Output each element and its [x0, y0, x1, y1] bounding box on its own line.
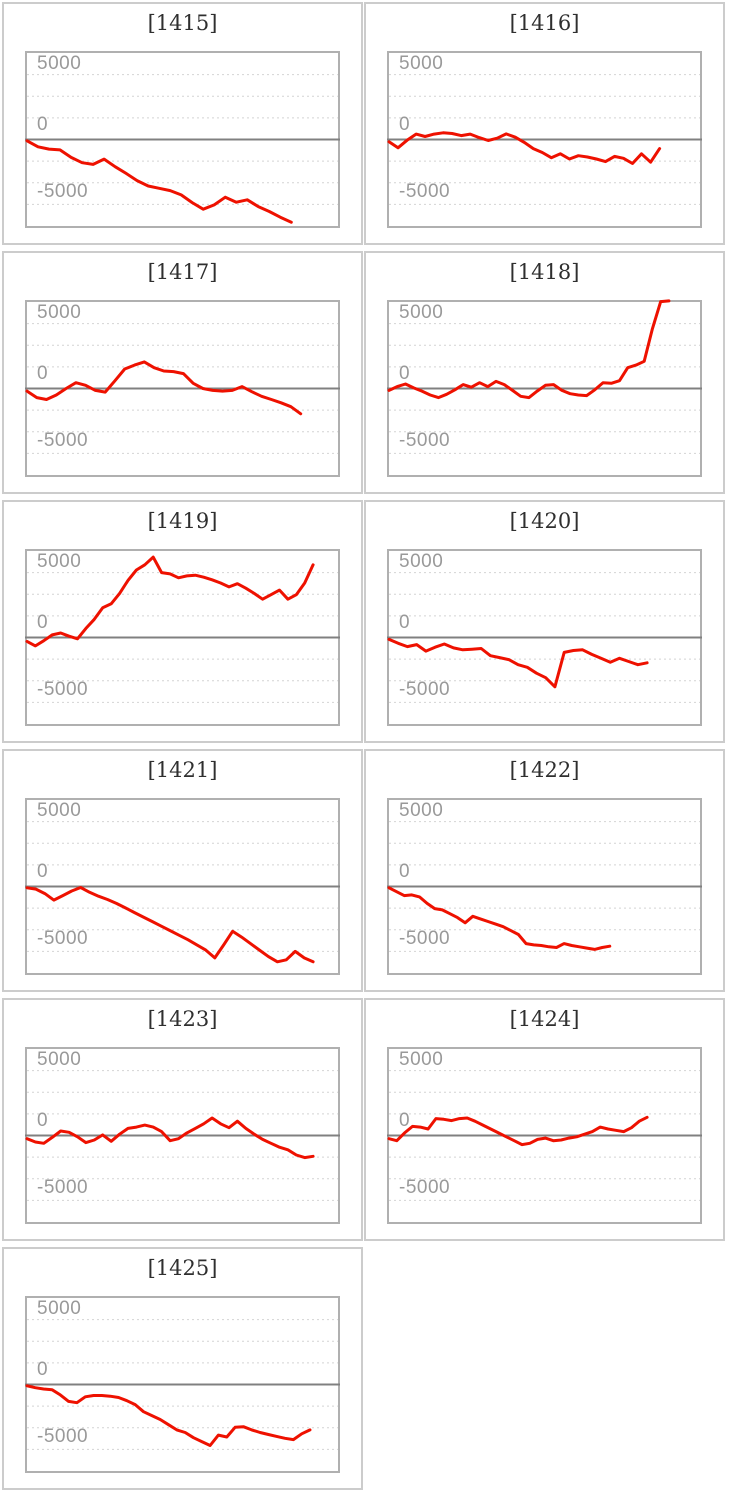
- line-chart-svg: [25, 1070, 340, 1201]
- line-chart-svg: [25, 555, 340, 703]
- chart-cell: [1419] 5000 0 -5000: [2, 500, 363, 743]
- series-line: [387, 131, 662, 165]
- y-axis-label-0: 0: [399, 1110, 411, 1131]
- y-axis-label-0: 0: [37, 861, 49, 882]
- chart-cell: [1421] 5000 0 -5000: [2, 749, 363, 992]
- chart-cell: [1422] 5000 0 -5000: [364, 749, 725, 992]
- y-axis-label-0: 0: [37, 114, 49, 135]
- y-axis-label-0: 0: [37, 612, 49, 633]
- chart-cell: [1417] 5000 0 -5000: [2, 251, 363, 494]
- series-line: [387, 299, 671, 400]
- chart-title: [1421]: [147, 758, 218, 782]
- y-axis-label-5000: 5000: [37, 53, 82, 74]
- y-axis-label-5000: 5000: [37, 1049, 82, 1070]
- series-line: [387, 637, 649, 689]
- line-chart-svg: [25, 821, 340, 964]
- y-axis-label-0: 0: [37, 1359, 49, 1380]
- series-line: [25, 1384, 312, 1447]
- series-line: [25, 360, 303, 416]
- line-chart-svg: [387, 74, 702, 205]
- chart-cell: [1418] 5000 0 -5000: [364, 251, 725, 494]
- line-chart-svg: [387, 572, 702, 703]
- chart-cell: [1424] 5000 0 -5000: [364, 998, 725, 1241]
- y-axis-label-5000: 5000: [399, 800, 444, 821]
- y-axis-label-neg5000: -5000: [37, 679, 89, 700]
- y-axis-label-neg5000: -5000: [399, 679, 451, 700]
- y-axis-label-5000: 5000: [399, 53, 444, 74]
- chart-cell: [1420] 5000 0 -5000: [364, 500, 725, 743]
- y-axis-label-neg5000: -5000: [399, 430, 451, 451]
- chart-title: [1418]: [509, 260, 580, 284]
- plot-area: 5000 0 -5000: [25, 1296, 340, 1473]
- chart-cell: [1415] 5000 0 -5000: [2, 2, 363, 245]
- line-chart-svg: [387, 821, 702, 952]
- y-axis-label-5000: 5000: [399, 302, 444, 323]
- plot-area: 5000 0 -5000: [387, 798, 702, 975]
- chart-title: [1420]: [509, 509, 580, 533]
- plot-area: 5000 0 -5000: [387, 51, 702, 228]
- y-axis-label-5000: 5000: [37, 551, 82, 572]
- y-axis-label-neg5000: -5000: [37, 430, 89, 451]
- chart-title: [1416]: [509, 11, 580, 35]
- y-axis-label-0: 0: [37, 363, 49, 384]
- chart-cell: [1416] 5000 0 -5000: [364, 2, 725, 245]
- line-chart-svg: [387, 1070, 702, 1201]
- plot-area: 5000 0 -5000: [387, 549, 702, 726]
- series-line: [387, 1115, 649, 1147]
- chart-title: [1422]: [509, 758, 580, 782]
- series-line: [25, 1116, 315, 1160]
- y-axis-label-5000: 5000: [37, 1298, 82, 1319]
- y-axis-label-0: 0: [399, 861, 411, 882]
- plot-area: 5000 0 -5000: [25, 798, 340, 975]
- plot-area: 5000 0 -5000: [25, 300, 340, 477]
- y-axis-label-5000: 5000: [37, 302, 82, 323]
- chart-title: [1415]: [147, 11, 218, 35]
- plot-area: 5000 0 -5000: [25, 549, 340, 726]
- y-axis-label-5000: 5000: [399, 1049, 444, 1070]
- chart-title: [1423]: [147, 1007, 218, 1031]
- chart-title: [1425]: [147, 1256, 218, 1280]
- y-axis-label-0: 0: [37, 1110, 49, 1131]
- y-axis-label-neg5000: -5000: [399, 1177, 451, 1198]
- y-axis-label-neg5000: -5000: [37, 928, 89, 949]
- y-axis-label-5000: 5000: [399, 551, 444, 572]
- chart-cell: [1425] 5000 0 -5000: [2, 1247, 363, 1490]
- y-axis-label-5000: 5000: [37, 800, 82, 821]
- y-axis-label-neg5000: -5000: [37, 1177, 89, 1198]
- chart-title: [1419]: [147, 509, 218, 533]
- series-line: [25, 555, 315, 648]
- y-axis-label-0: 0: [399, 363, 411, 384]
- y-axis-label-0: 0: [399, 612, 411, 633]
- plot-area: 5000 0 -5000: [25, 1047, 340, 1224]
- chart-cell: [1423] 5000 0 -5000: [2, 998, 363, 1241]
- line-chart-svg: [387, 299, 702, 454]
- series-line: [25, 886, 315, 964]
- y-axis-label-0: 0: [399, 114, 411, 135]
- line-chart-svg: [25, 323, 340, 454]
- line-chart-svg: [25, 1319, 340, 1450]
- chart-title: [1417]: [147, 260, 218, 284]
- chart-title: [1424]: [509, 1007, 580, 1031]
- plot-area: 5000 0 -5000: [25, 51, 340, 228]
- series-line: [387, 886, 612, 951]
- y-axis-label-neg5000: -5000: [399, 181, 451, 202]
- y-axis-label-neg5000: -5000: [37, 181, 89, 202]
- y-axis-label-neg5000: -5000: [399, 928, 451, 949]
- plot-area: 5000 0 -5000: [387, 299, 702, 477]
- y-axis-label-neg5000: -5000: [37, 1426, 89, 1447]
- plot-area: 5000 0 -5000: [387, 1047, 702, 1224]
- line-chart-svg: [25, 74, 340, 224]
- series-line: [25, 139, 293, 224]
